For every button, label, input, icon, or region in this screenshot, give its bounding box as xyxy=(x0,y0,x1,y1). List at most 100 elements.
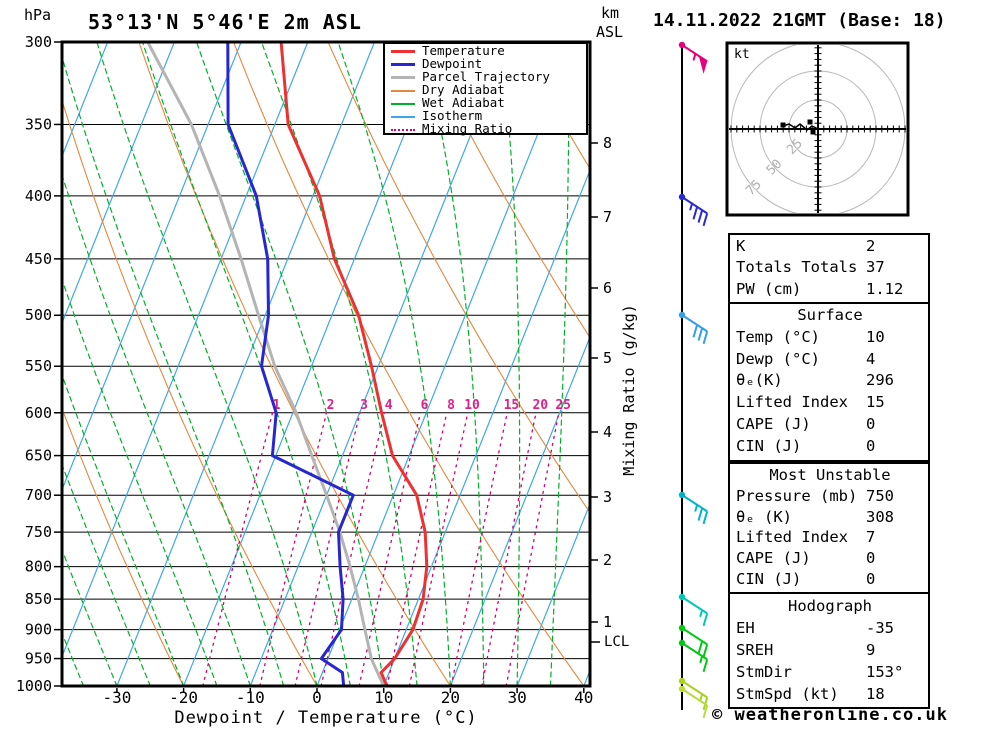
line xyxy=(702,213,709,227)
table-row-label: EH xyxy=(736,619,755,637)
line xyxy=(702,511,709,525)
run-datetime: 14.11.2022 21GMT (Base: 18) xyxy=(653,10,946,31)
table-row-label: Lifted Index xyxy=(736,393,848,412)
hodograph-trace xyxy=(782,123,819,131)
km-axis: 8 7 6 5 4 3 2 1 xyxy=(590,134,612,643)
table-row-value: 7 xyxy=(866,528,876,547)
chart-legend: Temperature Dewpoint Parcel Trajectory Dry … xyxy=(383,42,588,136)
legend-swatch-temperature xyxy=(391,50,415,53)
mixing-ratio-value-label: 20 xyxy=(532,398,548,413)
table-row-label: CAPE (J) xyxy=(736,414,811,433)
mixing-ratio-lines xyxy=(202,412,560,685)
km-tick-label: 8 xyxy=(603,134,612,152)
table-section-hodograph: Hodograph EH -35 SREH 9 StmDir 153° StmSpd (kt)… xyxy=(728,592,930,709)
mixing-ratio-value-label: 8 xyxy=(447,398,455,413)
line xyxy=(697,327,704,341)
hodograph-frame xyxy=(725,41,910,217)
wind-barb-column xyxy=(678,41,709,719)
line xyxy=(681,680,708,699)
line xyxy=(697,209,704,223)
legend-swatch-dry-adiabat xyxy=(391,89,415,92)
pressure-tick-label: 350 xyxy=(25,115,52,133)
legend-item: Dewpoint xyxy=(391,56,586,71)
wet-adiabat xyxy=(261,43,418,685)
pressure-tick-label: 950 xyxy=(25,650,52,668)
table-section-title: Surface xyxy=(797,306,863,324)
parcel-trajectory-curve xyxy=(146,43,385,685)
frame xyxy=(60,40,592,688)
table-row: θₑ(K) 296 xyxy=(736,370,924,392)
line xyxy=(250,43,509,685)
lcl-marker-label: LCL xyxy=(604,634,630,650)
temperature-tick-label: 10 xyxy=(374,688,393,707)
pressure-tick-label: 1000 xyxy=(16,677,52,695)
line xyxy=(316,43,575,685)
legend-item: Isotherm xyxy=(391,108,586,123)
wet-adiabat xyxy=(337,43,451,685)
table-row-value: 4 xyxy=(866,349,876,368)
table-row-value: 750 xyxy=(866,486,894,505)
table-row-value: 15 xyxy=(866,393,885,412)
legend-item: Parcel Trajectory xyxy=(391,69,586,84)
legend-swatch-parcel-trajectory xyxy=(391,76,415,79)
line xyxy=(692,53,697,61)
table-row-label: PW (cm) xyxy=(736,279,802,298)
temperature-tick-label: -30 xyxy=(102,688,131,707)
table-row: Lifted Index 7 xyxy=(736,527,924,548)
mixing-ratio-value-label: 4 xyxy=(385,398,393,413)
page-title: 53°13'N 5°46'E 2m ASL xyxy=(88,10,362,34)
wind-barb xyxy=(678,677,709,711)
line xyxy=(681,196,708,215)
table-row-label: CAPE (J) xyxy=(736,549,811,568)
pressure-tick-label: 500 xyxy=(25,306,52,324)
wet-adiabats xyxy=(63,43,570,685)
table-row-label: CIN (J) xyxy=(736,569,802,588)
table-row: CIN (J) 0 xyxy=(736,569,924,590)
mixing-ratio-value-label: 6 xyxy=(421,398,429,413)
dewpoint-curve xyxy=(226,43,355,685)
temperature-tick-labels: -30 -20 -10 0 10 20 30 40 xyxy=(102,688,593,707)
pressure-tick-label: 800 xyxy=(25,558,52,576)
table-row-value: 308 xyxy=(866,507,894,526)
wind-barb xyxy=(678,41,708,74)
table-row: CAPE (J) 0 xyxy=(736,414,924,436)
dry-adiabat xyxy=(327,43,589,513)
km-tick-label: 4 xyxy=(603,423,612,441)
altitude-axis-unit-km: km xyxy=(601,4,620,22)
pressure-axis-unit: hPa xyxy=(24,6,52,24)
table-row-value: 296 xyxy=(866,371,894,390)
wet-adiabat xyxy=(63,280,218,685)
km-tick-label: 2 xyxy=(603,551,612,569)
line xyxy=(63,43,242,489)
line xyxy=(681,627,708,646)
wet-adiabat xyxy=(63,176,251,685)
table-row-label: θₑ(K) xyxy=(736,371,783,390)
temperature-tick-label: 40 xyxy=(574,688,593,707)
line xyxy=(692,324,699,338)
legend-swatch-dewpoint xyxy=(391,63,415,66)
hodograph-ring-label: 25 xyxy=(784,136,806,158)
pressure-tick-label: 600 xyxy=(25,404,52,422)
wind-barb xyxy=(678,311,709,345)
pressure-gridlines: 300 350 400 450 500 550 600 650 700 750 800 850 900 9… xyxy=(16,33,590,695)
mixing-ratio-line xyxy=(505,412,560,685)
wet-adiabat xyxy=(96,43,318,685)
wind-barb xyxy=(678,593,709,627)
plot-frame xyxy=(60,40,592,688)
table-row-label: Dewp (°C) xyxy=(736,349,820,368)
line xyxy=(63,43,108,156)
pressure-tick-label: 450 xyxy=(25,250,52,268)
line xyxy=(116,43,375,685)
table-row: StmDir 153° xyxy=(736,661,924,683)
hodograph-trace-dot xyxy=(807,119,813,125)
line xyxy=(702,705,709,719)
copyright-text: © weatheronline.co.uk xyxy=(712,705,948,725)
mixing-ratio-value-label: 25 xyxy=(555,398,571,413)
table-row-label: CIN (J) xyxy=(736,436,802,455)
table-row: PW (cm) 1.12 xyxy=(736,279,924,300)
mixing-ratio-value-label: 1 xyxy=(273,398,281,413)
mixing-ratio-value-label: 15 xyxy=(504,398,520,413)
km-tick-label: 5 xyxy=(603,349,612,367)
